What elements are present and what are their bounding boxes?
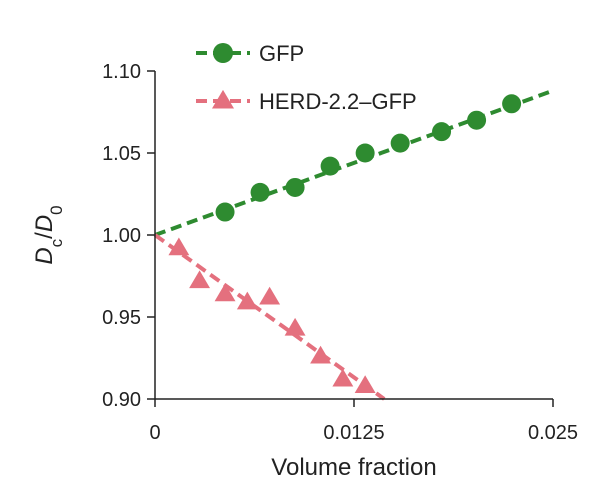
y-label-sub2: 0 xyxy=(47,205,66,214)
y-tick-label: 0.95 xyxy=(102,307,141,329)
gfp-point xyxy=(355,143,375,163)
legend-entry-0: GFP xyxy=(196,41,304,66)
gfp-point xyxy=(390,133,410,153)
gfp-point xyxy=(432,122,452,142)
gfp-point xyxy=(320,156,340,176)
fit-lines xyxy=(153,88,554,401)
x-tick-label: 0.025 xyxy=(528,422,578,444)
y-axis-ticks: 0.90 0.95 1.00 1.05 1.10 xyxy=(102,61,155,411)
y-tick-label: 1.10 xyxy=(102,61,141,83)
herd-point xyxy=(214,283,236,302)
legend-label: HERD-2.2–GFP xyxy=(259,89,417,114)
x-tick-label: 0.0125 xyxy=(323,422,384,444)
legend-triangle-marker xyxy=(212,89,234,109)
legend: GFP HERD-2.2–GFP xyxy=(196,41,417,114)
gfp-point xyxy=(502,94,522,114)
herd-point xyxy=(189,270,211,289)
x-axis-title: Volume fraction xyxy=(271,454,436,481)
herd-point xyxy=(284,317,306,336)
herd-point xyxy=(259,286,281,305)
herd-point xyxy=(236,291,258,310)
herd-point xyxy=(354,375,376,394)
y-axis-title: Dc/D0 xyxy=(31,205,66,264)
y-tick-label: 1.05 xyxy=(102,143,141,165)
legend-circle-marker xyxy=(213,43,233,63)
herd-point xyxy=(310,345,332,364)
herd-point xyxy=(168,237,190,256)
legend-label: GFP xyxy=(259,41,304,66)
fit-line-series-1 xyxy=(153,233,386,401)
plot-area xyxy=(153,88,554,401)
data-points xyxy=(168,94,522,394)
x-tick-label: 0 xyxy=(149,422,160,444)
gfp-point xyxy=(467,110,487,130)
legend-entry-1: HERD-2.2–GFP xyxy=(196,89,417,114)
herd-point xyxy=(332,368,354,387)
y-tick-label: 1.00 xyxy=(102,225,141,247)
gfp-point xyxy=(285,177,305,197)
y-label-base2: D xyxy=(31,215,58,232)
gfp-point xyxy=(250,182,270,202)
y-label-sep: / xyxy=(31,232,58,239)
gfp-point xyxy=(215,202,235,222)
y-label-base: D xyxy=(31,247,58,264)
y-tick-label: 0.90 xyxy=(102,389,141,411)
x-axis-ticks: 0 0.0125 0.025 xyxy=(149,399,578,444)
y-label-sub: c xyxy=(47,238,66,247)
